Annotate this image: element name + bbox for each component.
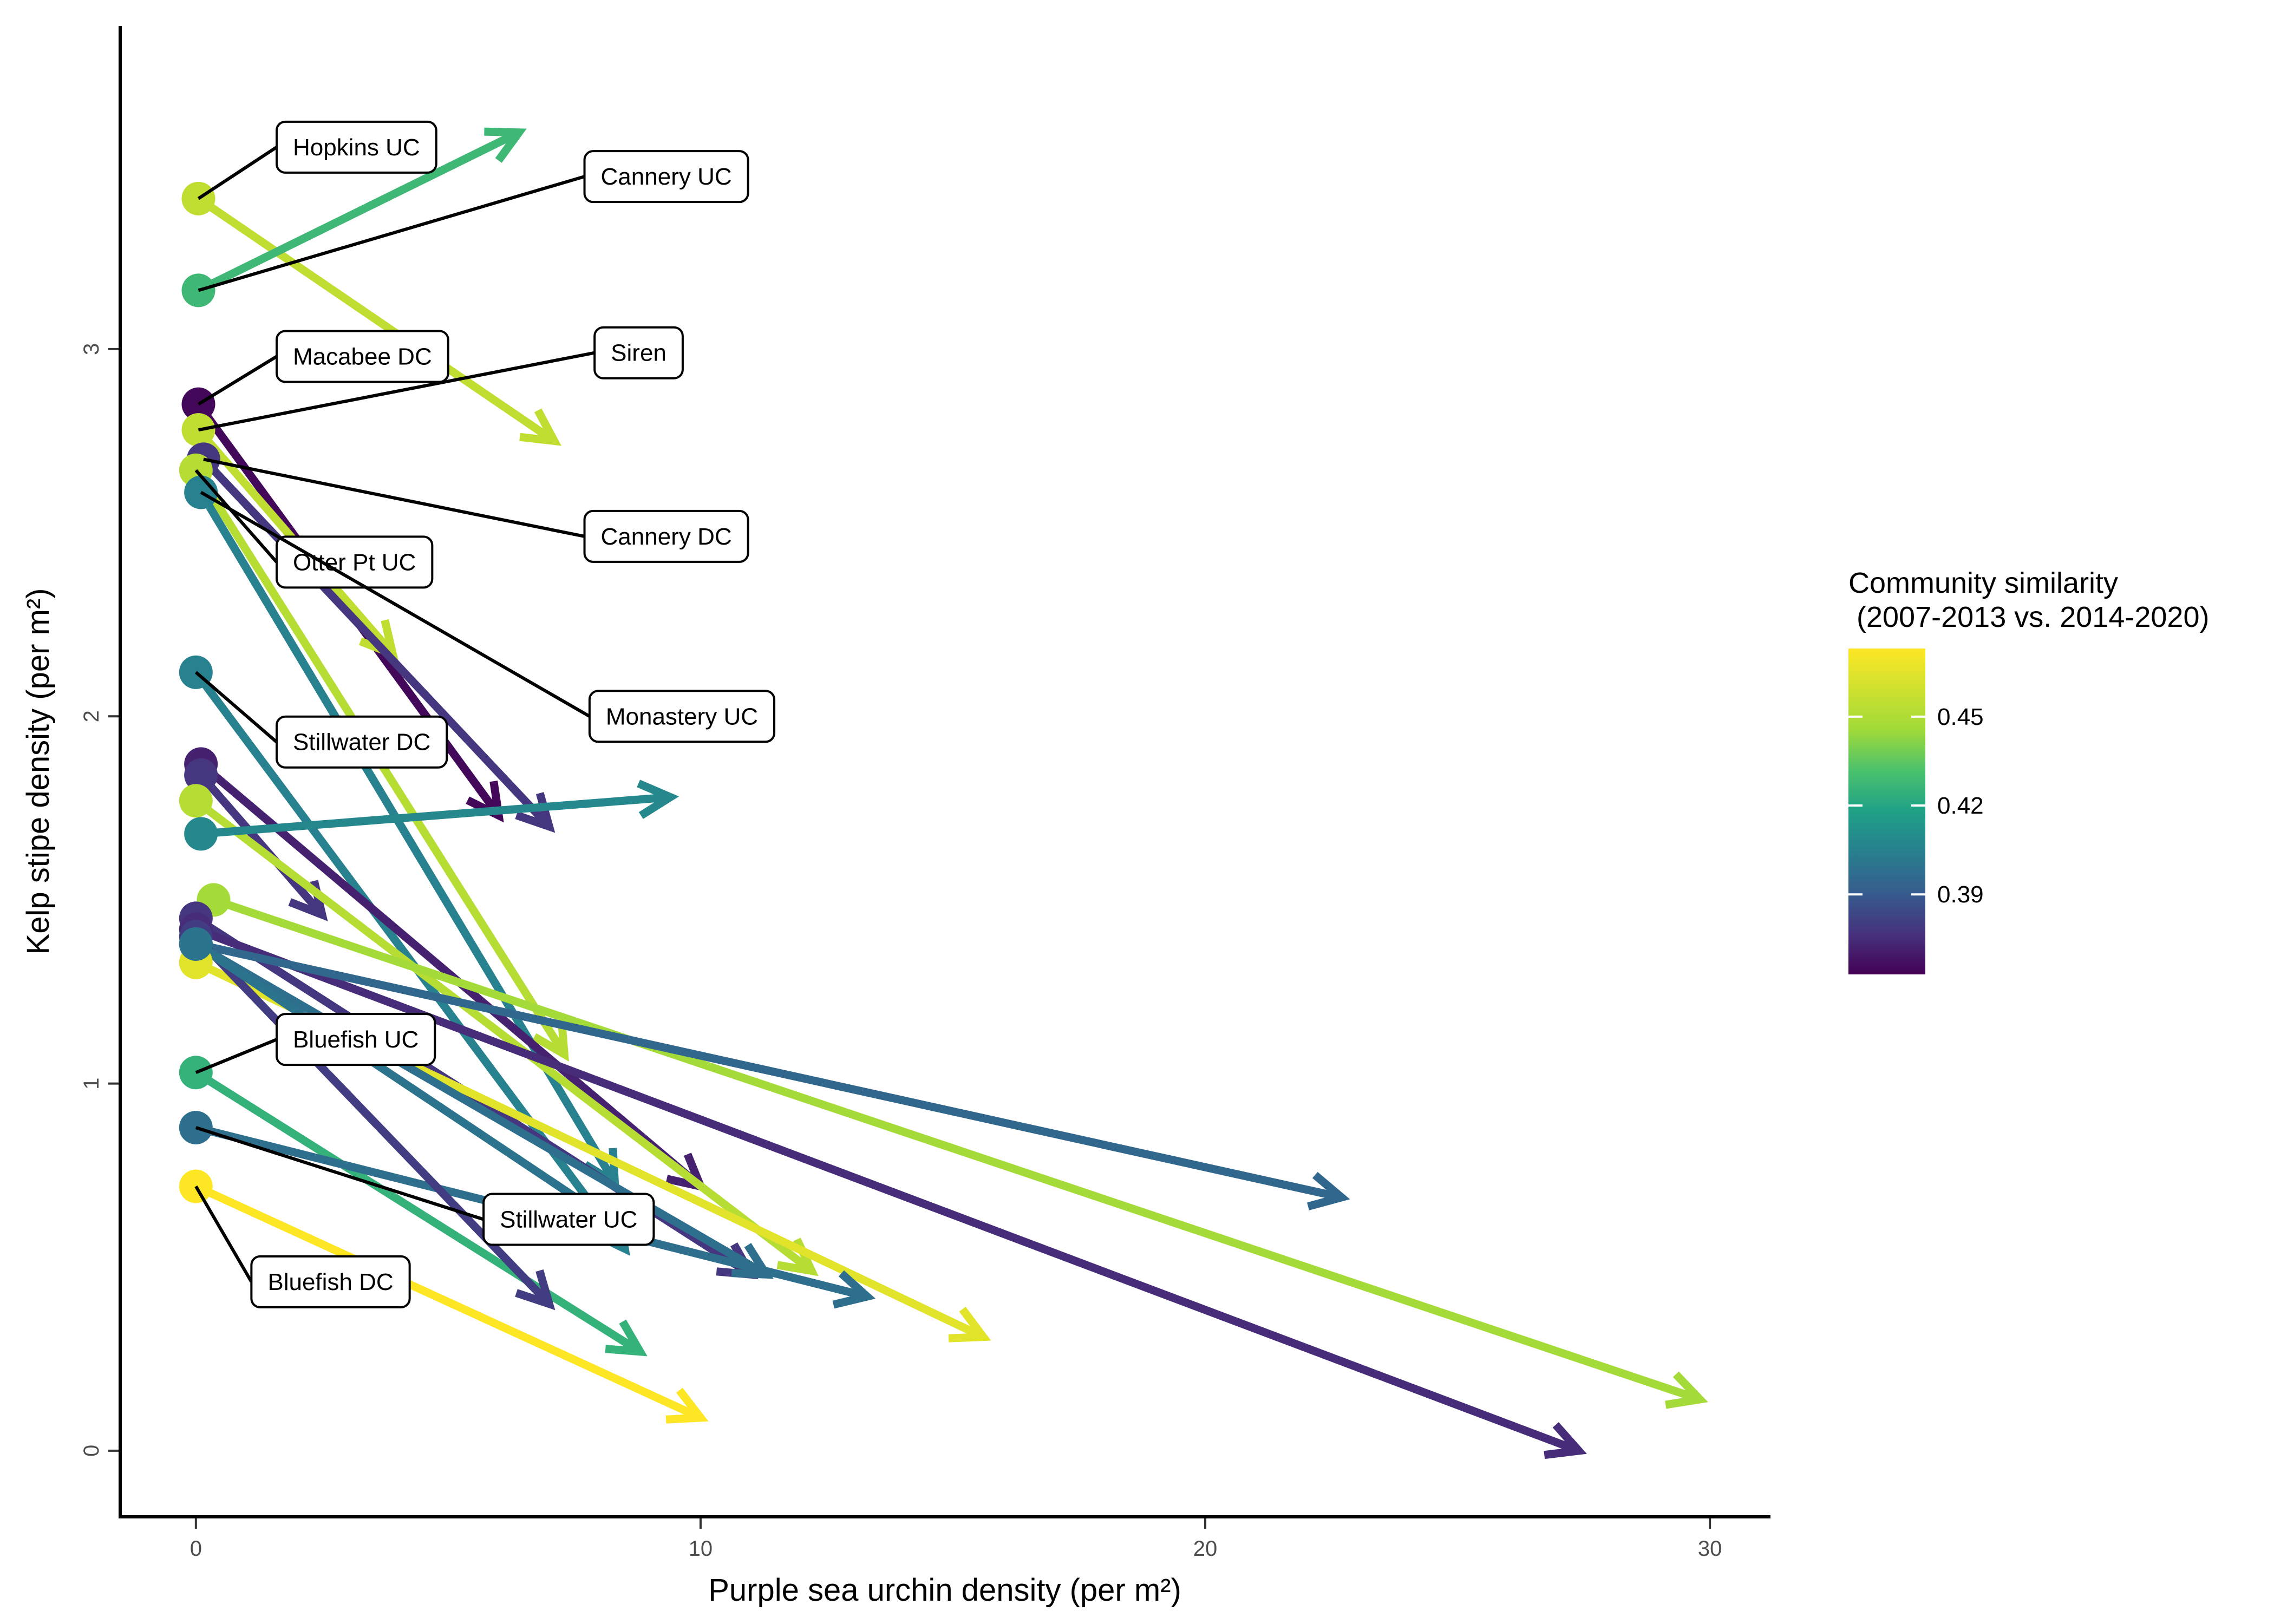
x-axis-ticks: 0 10 20 30 xyxy=(190,1518,1722,1561)
color-legend: Community similarity (2007-2013 vs. 2014… xyxy=(1848,567,2209,974)
callout-box xyxy=(593,326,684,379)
callout-leader-line xyxy=(200,490,591,718)
x-tick-label: 30 xyxy=(1698,1537,1722,1561)
site-callout: Siren xyxy=(198,326,684,432)
site-arrow xyxy=(196,195,561,446)
site-callout: Stillwater DC xyxy=(194,671,448,769)
site-arrow xyxy=(200,780,679,838)
y-tick-label: 0 xyxy=(80,1445,103,1457)
y-tick-label: 1 xyxy=(80,1077,103,1089)
site-label: Siren xyxy=(611,340,666,366)
callout-box xyxy=(275,330,449,383)
site-start-point xyxy=(184,817,218,851)
callout-box xyxy=(482,1193,655,1246)
site-callout: Monastery UC xyxy=(200,490,776,743)
callout-layer: Hopkins UC Cannery UC Macabee DC Siren Canne… xyxy=(194,120,776,1308)
site-arrow xyxy=(193,1069,648,1357)
site-start-point xyxy=(184,758,218,792)
site-label: Macabee DC xyxy=(293,343,432,370)
site-callout: Bluefish UC xyxy=(195,1013,436,1075)
site-label: Cannery UC xyxy=(601,163,732,190)
callout-leader-line xyxy=(203,457,585,538)
site-arrow xyxy=(200,456,556,833)
x-tick-label: 0 xyxy=(190,1537,202,1561)
legend-title-line-2: (2007-2013 vs. 2014-2020) xyxy=(1848,601,2209,633)
site-arrow xyxy=(212,896,1708,1409)
callout-leader-line xyxy=(195,1126,485,1221)
callout-leader-line xyxy=(197,355,278,406)
site-label: Hopkins UC xyxy=(293,134,420,161)
callout-box xyxy=(275,120,437,174)
callout-leader-line xyxy=(198,351,595,432)
site-callout: Cannery UC xyxy=(198,150,749,292)
site-callout: Stillwater UC xyxy=(195,1126,655,1246)
callout-box xyxy=(275,715,448,769)
callout-box xyxy=(275,535,434,589)
site-start-point xyxy=(179,784,213,818)
callout-leader-line xyxy=(197,146,278,200)
site-start-point xyxy=(179,927,213,961)
legend-colorbar xyxy=(1848,649,1925,974)
site-arrow xyxy=(194,940,774,1279)
site-arrow xyxy=(195,940,1350,1210)
site-label: Otter Pt UC xyxy=(293,549,416,575)
callout-leader-line xyxy=(194,671,278,744)
site-arrow xyxy=(194,1182,709,1424)
callout-leader-line xyxy=(194,1185,253,1283)
site-label: Bluefish DC xyxy=(267,1269,393,1295)
callout-leader-line xyxy=(194,469,278,564)
legend-ticks: 0.39 0.42 0.45 xyxy=(1848,704,1984,908)
callout-leader-line xyxy=(195,1038,278,1075)
legend-title-line-1: Community similarity xyxy=(1848,567,2118,599)
site-label: Stillwater DC xyxy=(293,729,430,756)
x-axis-title: Purple sea urchin density (per m²) xyxy=(708,1573,1181,1608)
site-callout: Macabee DC xyxy=(197,330,449,406)
y-axis-ticks: 0 1 2 3 xyxy=(80,343,119,1457)
site-arrow xyxy=(197,490,619,1190)
site-callout: Cannery DC xyxy=(203,457,749,563)
legend-tick-label: 0.42 xyxy=(1937,793,1984,819)
arrow-layer xyxy=(192,127,1708,1459)
x-tick-label: 10 xyxy=(689,1537,713,1561)
plot-panel: Hopkins UC Cannery UC Macabee DC Siren Canne… xyxy=(179,120,1708,1459)
site-label: Monastery UC xyxy=(606,703,758,730)
legend-tick-label: 0.45 xyxy=(1937,704,1984,730)
site-callout: Bluefish DC xyxy=(194,1185,411,1308)
site-arrow xyxy=(197,127,527,294)
y-tick-label: 2 xyxy=(80,710,103,722)
site-callout: Otter Pt UC xyxy=(194,469,434,589)
site-label: Bluefish UC xyxy=(293,1026,419,1053)
y-tick-label: 3 xyxy=(80,343,103,355)
callout-box xyxy=(583,509,749,563)
callout-box xyxy=(250,1255,411,1308)
legend-tick-label: 0.39 xyxy=(1937,881,1984,908)
callout-box xyxy=(275,1013,436,1066)
callout-box xyxy=(588,690,776,743)
x-tick-label: 20 xyxy=(1193,1537,1218,1561)
site-callout: Hopkins UC xyxy=(197,120,437,200)
point-layer xyxy=(179,181,231,1203)
site-label: Stillwater UC xyxy=(500,1207,637,1233)
callout-box xyxy=(583,150,749,204)
site-label: Cannery DC xyxy=(601,523,732,550)
callout-leader-line xyxy=(198,175,585,292)
y-axis-title: Kelp stipe density (per m²) xyxy=(21,588,56,955)
